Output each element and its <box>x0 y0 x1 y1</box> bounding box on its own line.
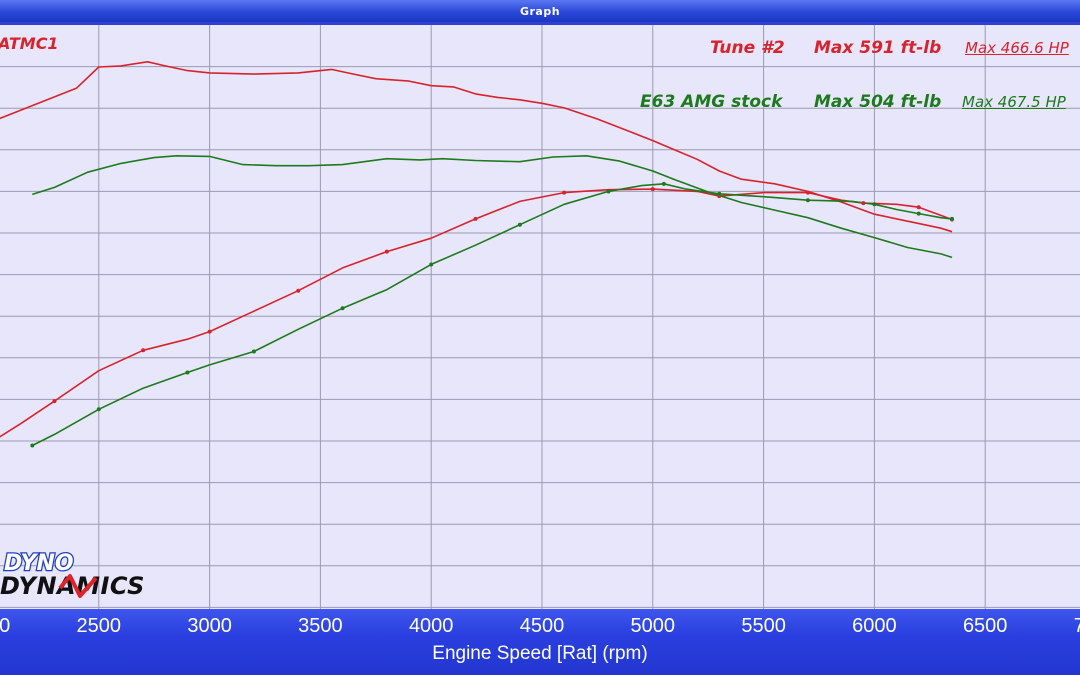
data-point <box>207 329 212 334</box>
data-point <box>606 189 611 194</box>
series-line-e63-amg-stock-power <box>31 183 953 447</box>
legend-run1-name[interactable]: Tune #2 <box>710 38 785 58</box>
data-point <box>661 181 666 186</box>
data-point <box>872 202 877 207</box>
data-point <box>340 306 345 311</box>
data-point <box>384 249 389 254</box>
x-tick-label: 5000 <box>630 615 676 637</box>
x-tick-label: 2500 <box>76 615 122 637</box>
legend-run2-max-power: Max 467.5 HP <box>962 93 1066 111</box>
x-axis-label: Engine Speed [Rat] (rpm) <box>432 643 648 664</box>
data-point <box>185 370 190 375</box>
chart-series <box>0 60 953 447</box>
x-axis-bar <box>0 609 1080 675</box>
series-line-e63-amg-stock-torque <box>32 155 953 259</box>
data-point <box>96 407 101 412</box>
dyno-chart <box>0 25 1080 609</box>
svg-text:DYNAMICS: DYNAMICS <box>0 572 145 600</box>
data-point <box>473 216 478 221</box>
data-point <box>251 349 256 354</box>
x-tick-label: 3500 <box>298 615 343 637</box>
data-point <box>30 443 35 448</box>
legend-run1-max-torque: Max 591 ft-lb <box>814 38 942 58</box>
window-titlebar[interactable]: Graph <box>0 0 1080 23</box>
data-point <box>717 191 722 196</box>
dyno-dynamics-logo: DYNO DYNAMICS <box>0 550 145 600</box>
x-tick-label: 5500 <box>741 615 786 637</box>
data-point <box>429 262 434 267</box>
svg-text:DYNO: DYNO <box>4 551 74 576</box>
data-point <box>916 205 921 210</box>
x-tick-label: 4500 <box>519 615 565 637</box>
data-point <box>861 201 866 206</box>
series-line-tune-2-torque <box>0 60 953 233</box>
x-tick-label: 3000 <box>187 615 232 637</box>
chart-markers <box>30 181 954 448</box>
data-point <box>805 190 810 195</box>
x-tick-label: 2000 <box>0 615 11 637</box>
plot-area <box>0 22 1080 612</box>
chart-grid <box>0 25 1080 609</box>
data-point <box>949 216 954 221</box>
run-file-label: ATMC1 <box>0 34 59 53</box>
data-point <box>517 222 522 227</box>
legend-run2-max-torque: Max 504 ft-lb <box>814 92 942 112</box>
data-point <box>916 211 921 216</box>
x-tick-label: 4000 <box>408 615 454 637</box>
data-point <box>52 399 57 404</box>
data-point <box>562 190 567 195</box>
window-title: Graph <box>519 4 561 18</box>
legend-run1-max-power: Max 466.6 HP <box>965 39 1069 57</box>
data-point <box>805 198 810 203</box>
data-point <box>141 348 146 353</box>
data-point <box>650 187 655 192</box>
legend-run2-name[interactable]: E63 AMG stock <box>640 92 783 112</box>
x-tick-label: 6000 <box>852 615 897 637</box>
x-tick-label: 7000 <box>1073 615 1080 637</box>
data-point <box>296 288 301 293</box>
x-tick-label: 6500 <box>962 615 1008 637</box>
